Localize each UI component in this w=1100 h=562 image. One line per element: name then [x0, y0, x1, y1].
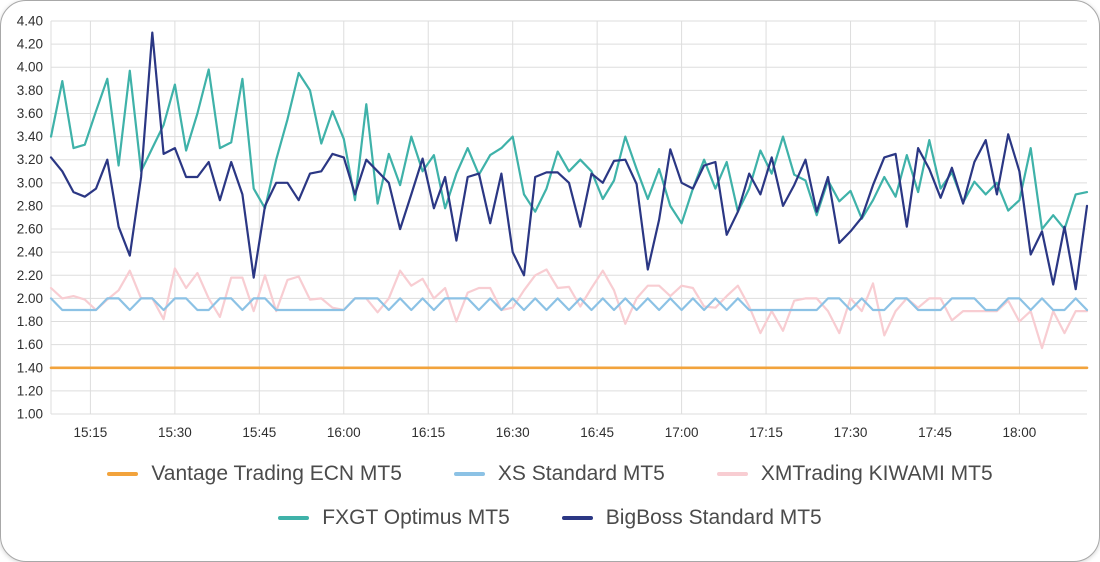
legend-item-bigboss-standard-mt5[interactable]: BigBoss Standard MT5 [561, 505, 822, 531]
y-tick-label: 3.40 [17, 129, 43, 144]
x-tick-label: 17:15 [749, 425, 783, 440]
y-tick-label: 2.20 [17, 268, 43, 283]
legend-label: FXGT Optimus MT5 [322, 506, 510, 530]
x-tick-label: 15:15 [74, 425, 108, 440]
horizontal-gridlines [51, 20, 1087, 415]
y-tick-label: 3.60 [17, 106, 43, 121]
legend-item-xmtrading-kiwami-mt5[interactable]: XMTrading KIWAMI MT5 [716, 461, 993, 487]
y-tick-label: 4.20 [17, 37, 43, 52]
series-line-bigboss-standard-mt5 [49, 31, 1089, 291]
x-tick-label: 15:30 [158, 425, 192, 440]
legend-swatch-icon [453, 472, 485, 477]
x-tick-label: 16:45 [580, 425, 614, 440]
y-tick-label: 1.60 [17, 337, 43, 352]
legend-row: Vantage Trading ECN MT5 XS Standard MT5 XM… [1, 461, 1099, 487]
x-tick-label: 16:00 [327, 425, 361, 440]
chart-legend: Vantage Trading ECN MT5 XS Standard MT5 XM… [1, 447, 1099, 532]
series-line-xmtrading-kiwami-mt5 [49, 267, 1089, 350]
legend-swatch-icon [107, 472, 139, 477]
legend-label: XMTrading KIWAMI MT5 [760, 462, 993, 485]
x-tick-label: 15:45 [242, 425, 276, 440]
y-tick-label: 2.80 [17, 198, 43, 213]
x-axis-labels: 15:15 15:30 15:45 16:00 16:15 16:30 16:45 17:00… [74, 425, 1037, 440]
legend-swatch-icon [716, 472, 748, 477]
x-tick-label: 16:15 [411, 425, 445, 440]
y-tick-label: 1.20 [17, 383, 43, 398]
spread-line-chart: 1.00 1.20 1.40 1.60 1.80 2.00 2.20 2.40 2.60 2.80… [17, 14, 1089, 440]
series-line-fxgt-optimus-mt5 [49, 68, 1089, 231]
y-tick-label: 3.20 [17, 152, 43, 167]
y-tick-label: 1.40 [17, 360, 43, 375]
y-tick-label: 4.40 [17, 14, 43, 29]
legend-item-vantage-trading-ecn-mt5[interactable]: Vantage Trading ECN MT5 [107, 461, 402, 487]
legend-row: FXGT Optimus MT5 BigBoss Standard MT5 [1, 505, 1099, 531]
y-tick-label: 2.60 [17, 222, 43, 237]
legend-label: Vantage Trading ECN MT5 [151, 462, 402, 485]
series-line-xs-standard-mt5 [49, 297, 1089, 312]
y-tick-label: 2.00 [17, 291, 43, 306]
y-axis-labels: 1.00 1.20 1.40 1.60 1.80 2.00 2.20 2.40 2.60 2.80… [17, 14, 43, 422]
legend-label: BigBoss Standard MT5 [605, 506, 822, 530]
x-tick-label: 18:00 [1003, 425, 1037, 440]
y-tick-label: 1.00 [17, 407, 43, 422]
legend-item-xs-standard-mt5[interactable]: XS Standard MT5 [453, 461, 665, 487]
series-lines [49, 31, 1089, 370]
legend-swatch-icon [278, 516, 310, 521]
y-tick-label: 4.00 [17, 60, 43, 75]
x-tick-label: 17:30 [834, 425, 868, 440]
y-tick-label: 1.80 [17, 314, 43, 329]
chart-area: 1.00 1.20 1.40 1.60 1.80 2.00 2.20 2.40 2.60 2.80… [1, 1, 1099, 447]
y-tick-label: 3.80 [17, 83, 43, 98]
y-tick-label: 3.00 [17, 175, 43, 190]
vertical-gridlines [50, 21, 1020, 414]
legend-label: XS Standard MT5 [497, 462, 665, 485]
legend-swatch-icon [561, 516, 593, 521]
x-tick-label: 17:45 [918, 425, 952, 440]
y-tick-label: 2.40 [17, 245, 43, 260]
x-tick-label: 17:00 [665, 425, 699, 440]
x-tick-label: 16:30 [496, 425, 530, 440]
legend-item-fxgt-optimus-mt5[interactable]: FXGT Optimus MT5 [278, 505, 510, 531]
